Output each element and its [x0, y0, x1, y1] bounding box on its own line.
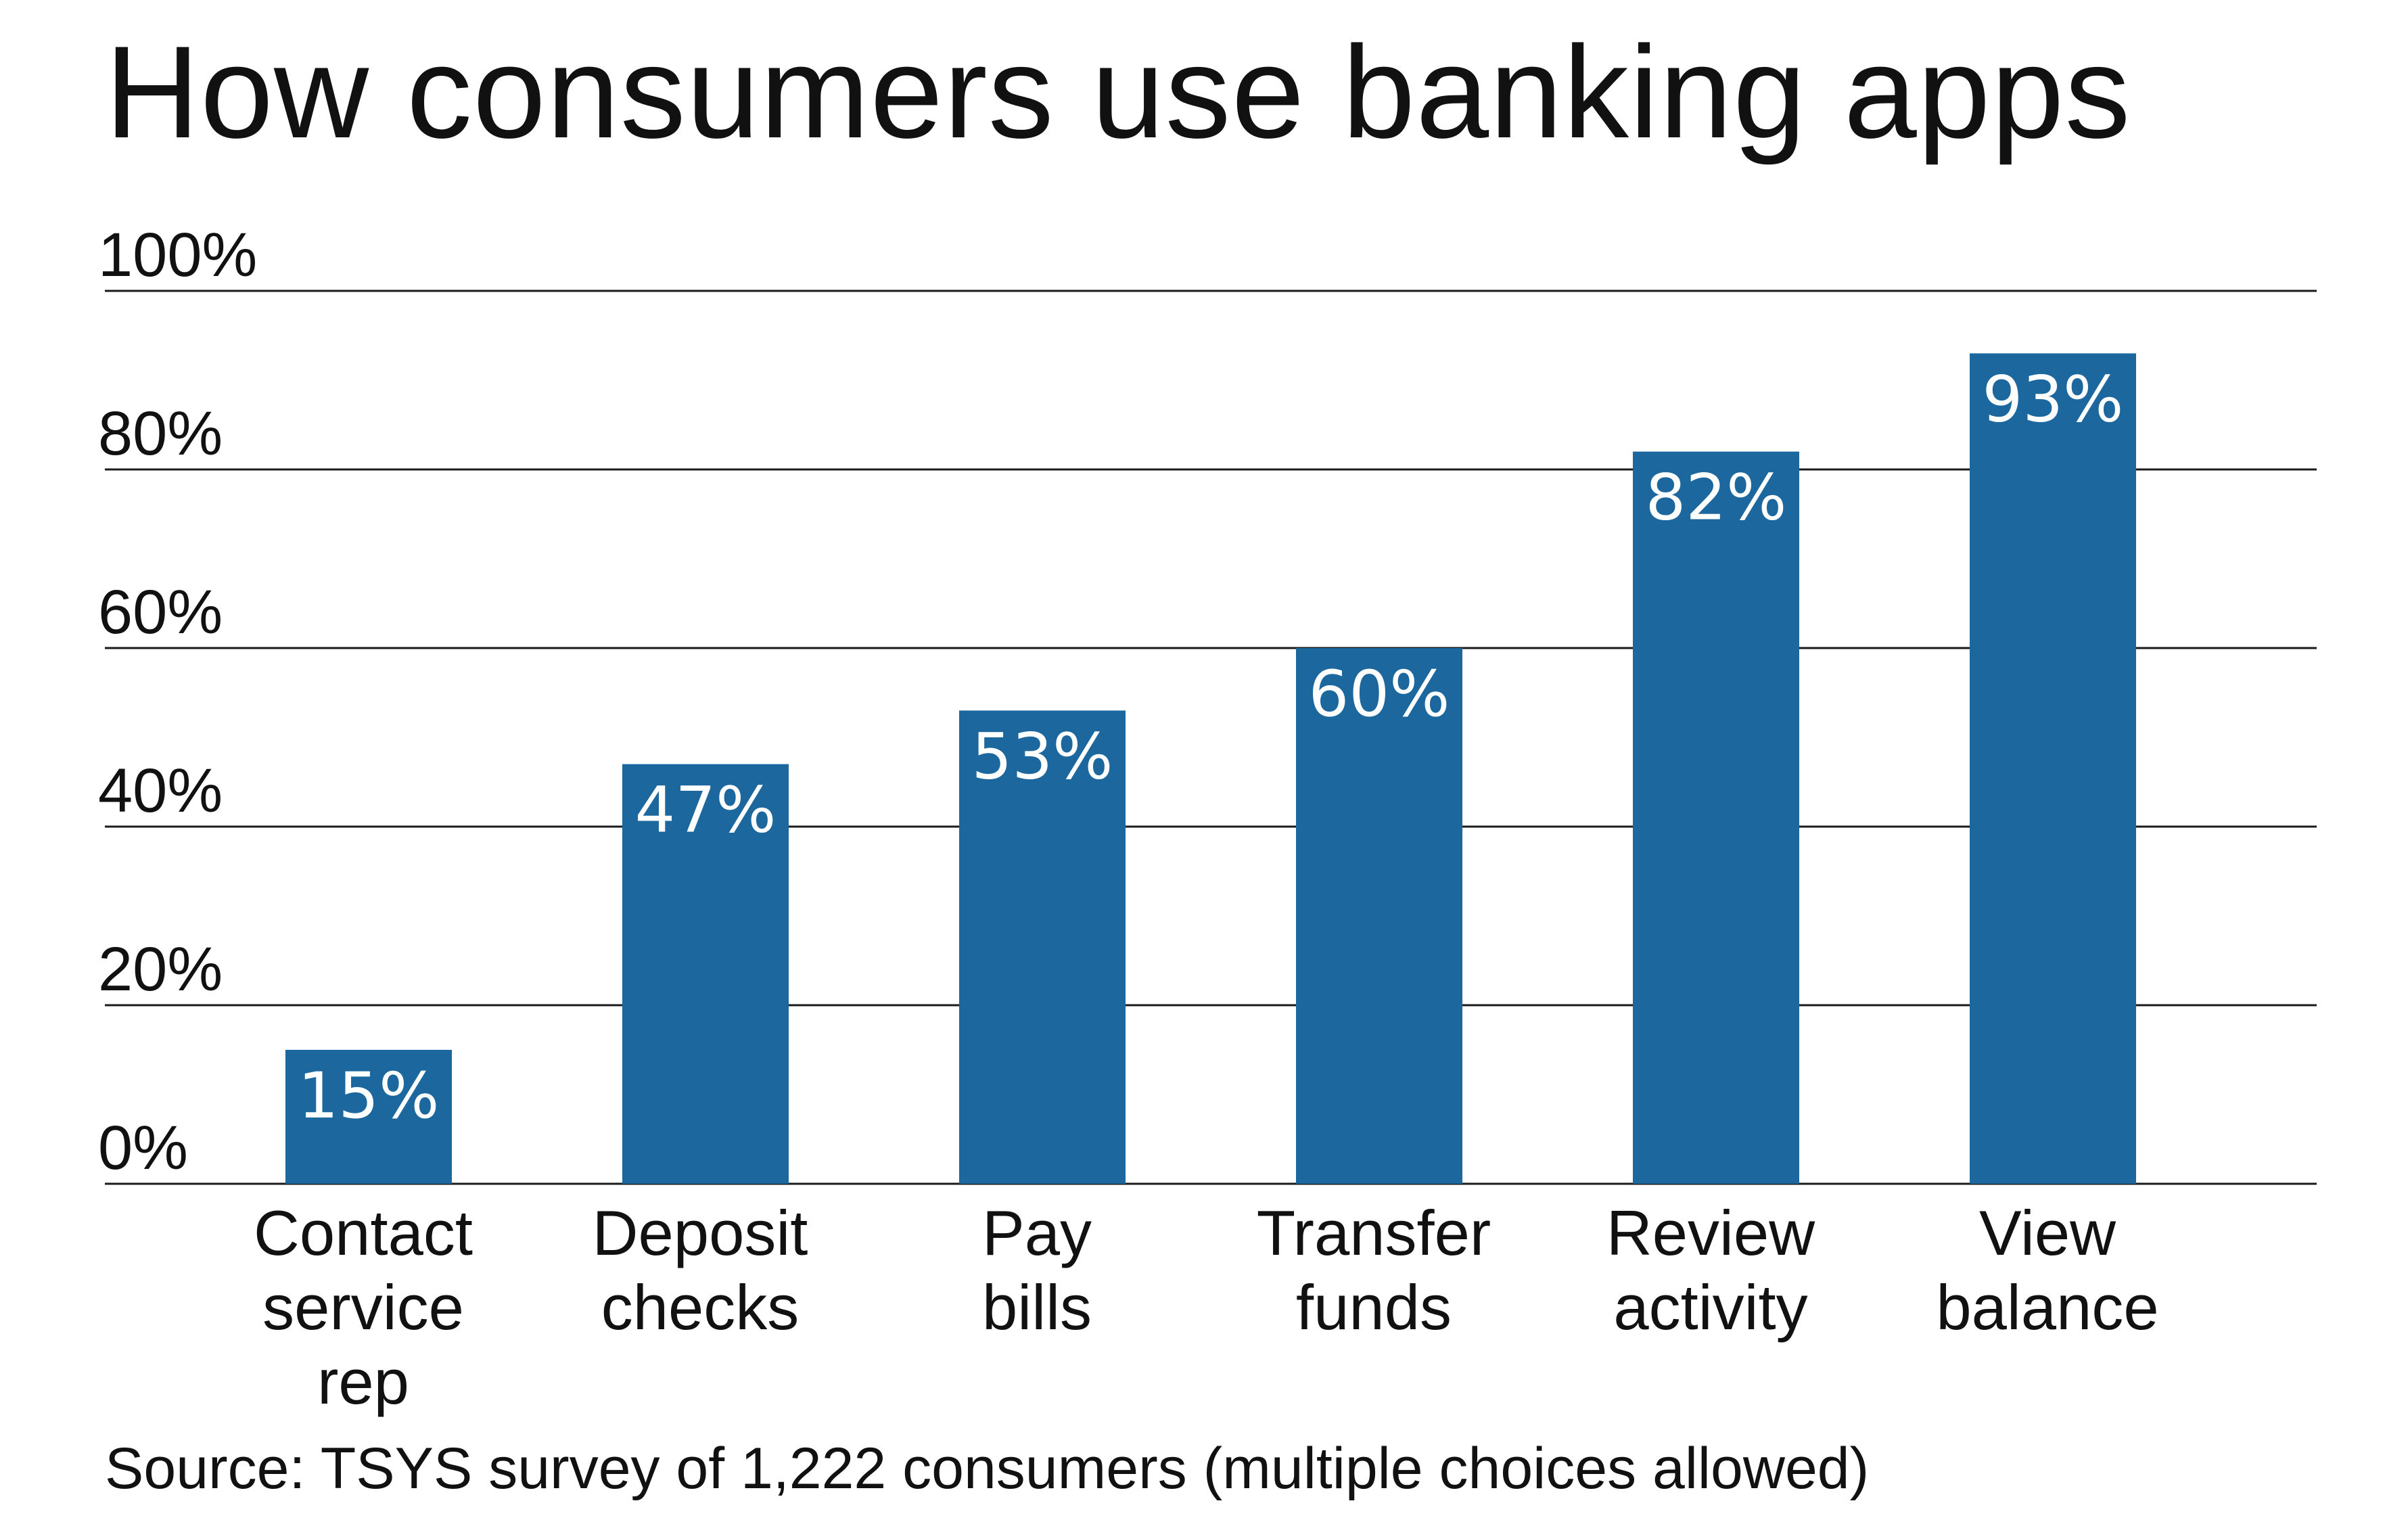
bar-value-label: 93%: [1983, 363, 2124, 436]
category-label-line: Review: [1606, 1197, 1815, 1268]
category-label-line: View: [1979, 1197, 2116, 1268]
bar: [622, 764, 789, 1184]
category-label-line: balance: [1936, 1272, 2158, 1343]
y-axis-tick-labels: 0% 20% 40% 60% 80% 100%: [98, 221, 257, 1182]
bar: [1296, 648, 1462, 1184]
bar-value-label: 53%: [972, 720, 1113, 793]
chart-source-note: Source: TSYS survey of 1,222 consumers (…: [105, 1436, 1870, 1501]
category-label-line: checks: [601, 1272, 800, 1343]
gridlines: [105, 290, 2317, 1185]
bar-value-label: 47%: [635, 774, 777, 848]
y-tick-label: 60%: [98, 578, 223, 647]
category-label-line: funds: [1296, 1272, 1452, 1343]
y-tick-label: 40%: [98, 756, 223, 825]
category-label-line: Transfer: [1257, 1197, 1491, 1268]
bar: [285, 1050, 452, 1184]
y-tick-label: 0%: [98, 1113, 188, 1182]
category-label-line: bills: [982, 1272, 1092, 1343]
y-tick-label: 100%: [98, 221, 257, 290]
bar-value-label: 15%: [298, 1059, 440, 1133]
category-label-line: rep: [317, 1346, 409, 1417]
bars: [285, 353, 2136, 1184]
bar-value-label: 60%: [1309, 658, 1450, 731]
y-tick-label: 20%: [98, 935, 223, 1004]
category-label-line: Pay: [982, 1197, 1092, 1268]
bar: [1633, 451, 1799, 1184]
category-label-line: service: [262, 1272, 464, 1343]
bar: [959, 710, 1126, 1184]
y-tick-label: 80%: [98, 399, 223, 468]
bar-data-labels: 15% 47% 53% 60% 82% 93%: [298, 363, 2124, 1133]
category-label-line: activity: [1613, 1272, 1807, 1343]
category-label-line: Contact: [254, 1197, 473, 1268]
category-label-line: Deposit: [593, 1197, 808, 1268]
bar: [1970, 353, 2136, 1184]
chart-title: How consumers use banking apps: [105, 19, 2131, 166]
bar-value-label: 82%: [1646, 461, 1787, 535]
